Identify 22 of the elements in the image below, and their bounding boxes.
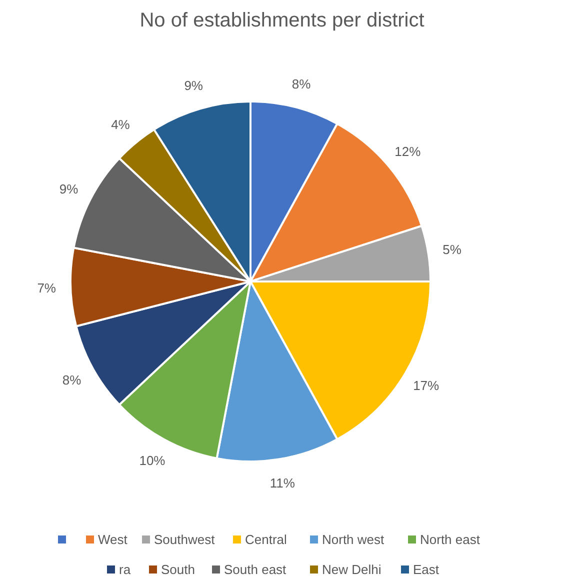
data-label: 12% [394,144,422,159]
data-label: 10% [139,452,166,468]
data-label: 9% [59,181,79,196]
legend-label: Central [245,532,288,547]
legend-label: South east [224,562,287,577]
data-label: 7% [37,280,56,296]
data-label: 8% [62,372,82,388]
data-label: 8% [292,76,312,92]
legend-label: West [98,532,128,547]
legend-label: South [161,562,195,577]
legend-label: East [413,562,440,577]
legend-label: Southwest [154,532,216,547]
legend-label: ra [119,562,132,577]
legend-label: New Delhi [322,562,382,577]
data-label: 4% [111,116,130,132]
data-label: 11% [270,475,296,490]
legend-label: North west [322,532,385,547]
data-label: 5% [442,242,462,258]
data-label: 9% [184,78,204,94]
data-label: 17% [413,378,440,393]
legend-label: North east [420,532,480,547]
chart-title: No of establishments per district [140,10,425,32]
